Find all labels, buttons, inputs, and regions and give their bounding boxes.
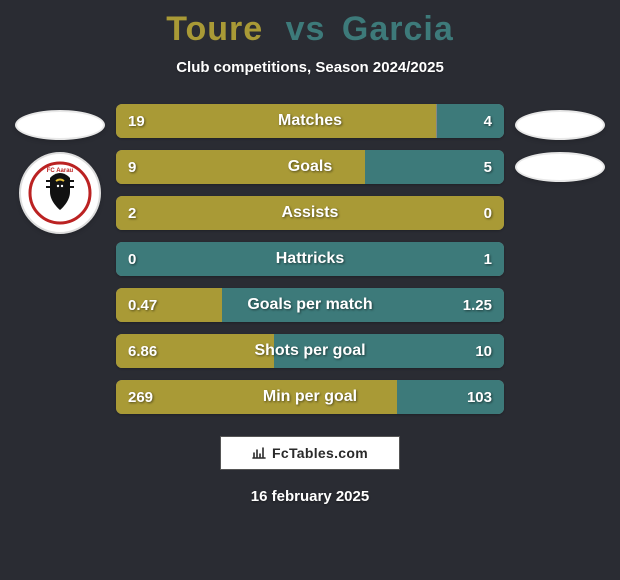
stat-left-segment bbox=[116, 288, 222, 322]
left-sidecol: FC Aarau bbox=[10, 104, 110, 414]
stat-right-segment bbox=[365, 150, 504, 184]
stat-left-segment bbox=[116, 380, 397, 414]
stat-left-segment bbox=[116, 334, 274, 368]
content-row: FC Aarau Matches194 Goals95 Assists20 Hattr… bbox=[0, 104, 620, 414]
stat-right-segment bbox=[222, 288, 504, 322]
stat-left-segment bbox=[116, 150, 365, 184]
stat-right-segment bbox=[437, 104, 505, 138]
right-sidecol bbox=[510, 104, 610, 414]
stat-row: Matches194 bbox=[116, 104, 504, 138]
source-site: FcTables.com bbox=[272, 445, 368, 461]
stat-right-segment bbox=[274, 334, 504, 368]
title-vs: vs bbox=[286, 10, 326, 48]
stat-bars: Matches194 Goals95 Assists20 Hattricks01 Goa… bbox=[110, 104, 510, 414]
stat-row: Assists20 bbox=[116, 196, 504, 230]
date: 16 february 2025 bbox=[0, 488, 620, 505]
subtitle: Club competitions, Season 2024/2025 bbox=[0, 59, 620, 76]
stat-row: Hattricks01 bbox=[116, 242, 504, 276]
player2-club-placeholder bbox=[515, 152, 605, 182]
stat-row: Shots per goal6.8610 bbox=[116, 334, 504, 368]
stat-left-segment bbox=[116, 196, 504, 230]
stat-row: Min per goal269103 bbox=[116, 380, 504, 414]
comparison-infographic: Toure vs Garcia Club competitions, Seaso… bbox=[0, 0, 620, 580]
stat-row: Goals95 bbox=[116, 150, 504, 184]
stat-right-segment bbox=[397, 380, 504, 414]
stat-right-segment bbox=[116, 242, 504, 276]
title-player2: Garcia bbox=[342, 10, 454, 48]
fc-aarau-badge-icon: FC Aarau bbox=[28, 161, 92, 225]
player1-club-badge: FC Aarau bbox=[19, 152, 101, 234]
stat-row: Goals per match0.471.25 bbox=[116, 288, 504, 322]
page-title: Toure vs Garcia bbox=[0, 10, 620, 49]
chart-icon bbox=[252, 445, 266, 462]
svg-text:FC Aarau: FC Aarau bbox=[47, 168, 74, 174]
player2-photo-placeholder bbox=[515, 110, 605, 140]
source-badge: FcTables.com bbox=[220, 436, 400, 470]
stat-left-segment bbox=[116, 104, 436, 138]
title-player1: Toure bbox=[166, 10, 263, 48]
player1-photo-placeholder bbox=[15, 110, 105, 140]
